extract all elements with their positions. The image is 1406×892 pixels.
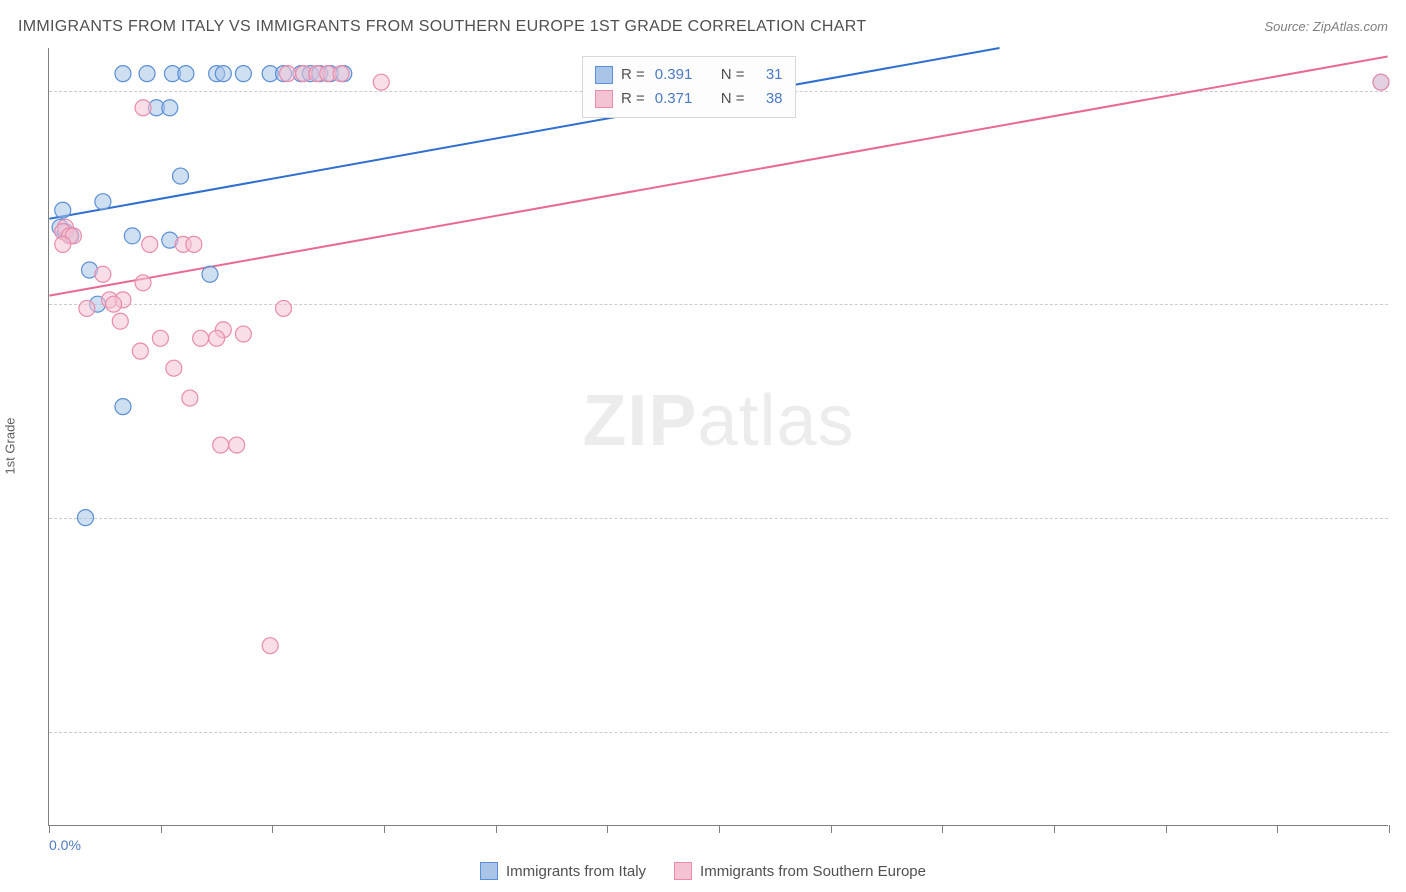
bottom-legend-item: Immigrants from Italy [480, 862, 646, 880]
x-tick [496, 825, 497, 833]
x-tick [719, 825, 720, 833]
data-point [235, 66, 251, 82]
r-label: R = [621, 63, 645, 87]
data-point [166, 360, 182, 376]
data-point [115, 399, 131, 415]
legend-label: Immigrants from Italy [506, 863, 646, 880]
n-value: 31 [755, 63, 783, 87]
data-point [1373, 74, 1389, 90]
data-point [202, 266, 218, 282]
data-point [193, 330, 209, 346]
data-point [135, 100, 151, 116]
x-tick [161, 825, 162, 833]
data-point [135, 275, 151, 291]
r-label: R = [621, 87, 645, 111]
data-point [276, 300, 292, 316]
x-tick [49, 825, 50, 833]
data-point [186, 236, 202, 252]
title-bar: IMMIGRANTS FROM ITALY VS IMMIGRANTS FROM… [18, 18, 1388, 36]
r-value: 0.371 [655, 87, 707, 111]
data-point [95, 194, 111, 210]
legend-swatch [674, 862, 692, 880]
data-point [142, 236, 158, 252]
legend-swatch [595, 90, 613, 108]
source-label: Source: ZipAtlas.com [1264, 19, 1388, 34]
bottom-legend: Immigrants from Italy Immigrants from Sou… [0, 862, 1406, 880]
r-value: 0.391 [655, 63, 707, 87]
x-tick [384, 825, 385, 833]
data-point [235, 326, 251, 342]
stats-legend: R = 0.391 N = 31 R = 0.371 N = 38 [582, 56, 796, 118]
data-point [55, 236, 71, 252]
scatter-svg [49, 48, 1388, 825]
data-point [115, 66, 131, 82]
data-point [124, 228, 140, 244]
data-point [229, 437, 245, 453]
data-point [173, 168, 189, 184]
x-tick [831, 825, 832, 833]
data-point [132, 343, 148, 359]
n-value: 38 [755, 87, 783, 111]
data-point [178, 66, 194, 82]
data-point [78, 510, 94, 526]
data-point [162, 100, 178, 116]
x-tick [272, 825, 273, 833]
legend-swatch [595, 66, 613, 84]
n-label: N = [721, 87, 745, 111]
data-point [182, 390, 198, 406]
chart-title: IMMIGRANTS FROM ITALY VS IMMIGRANTS FROM… [18, 18, 866, 36]
y-tick-label: 97.5% [1396, 296, 1406, 312]
data-point [55, 202, 71, 218]
data-point [152, 330, 168, 346]
data-point [79, 300, 95, 316]
x-tick [1054, 825, 1055, 833]
data-point [112, 313, 128, 329]
x-tick [942, 825, 943, 833]
data-point [95, 266, 111, 282]
data-point [373, 74, 389, 90]
data-point [280, 66, 296, 82]
legend-swatch [480, 862, 498, 880]
y-tick-label: 92.5% [1396, 724, 1406, 740]
n-label: N = [721, 63, 745, 87]
data-point [139, 66, 155, 82]
data-point [215, 66, 231, 82]
stats-legend-row: R = 0.391 N = 31 [595, 63, 783, 87]
legend-label: Immigrants from Southern Europe [700, 863, 926, 880]
x-tick [1389, 825, 1390, 833]
x-tick [1166, 825, 1167, 833]
data-point [262, 638, 278, 654]
bottom-legend-item: Immigrants from Southern Europe [674, 862, 926, 880]
y-tick-label: 100.0% [1396, 83, 1406, 99]
data-point [213, 437, 229, 453]
y-axis-label: 1st Grade [3, 417, 18, 474]
y-tick-label: 95.0% [1396, 510, 1406, 526]
data-point [209, 330, 225, 346]
x-tick-label: 0.0% [49, 837, 81, 853]
x-tick [1277, 825, 1278, 833]
stats-legend-row: R = 0.371 N = 38 [595, 87, 783, 111]
plot-area: ZIPatlas R =0.391N =31R =0.371N =38 92.5… [48, 48, 1388, 826]
x-tick [607, 825, 608, 833]
data-point [333, 66, 349, 82]
data-point [106, 296, 122, 312]
